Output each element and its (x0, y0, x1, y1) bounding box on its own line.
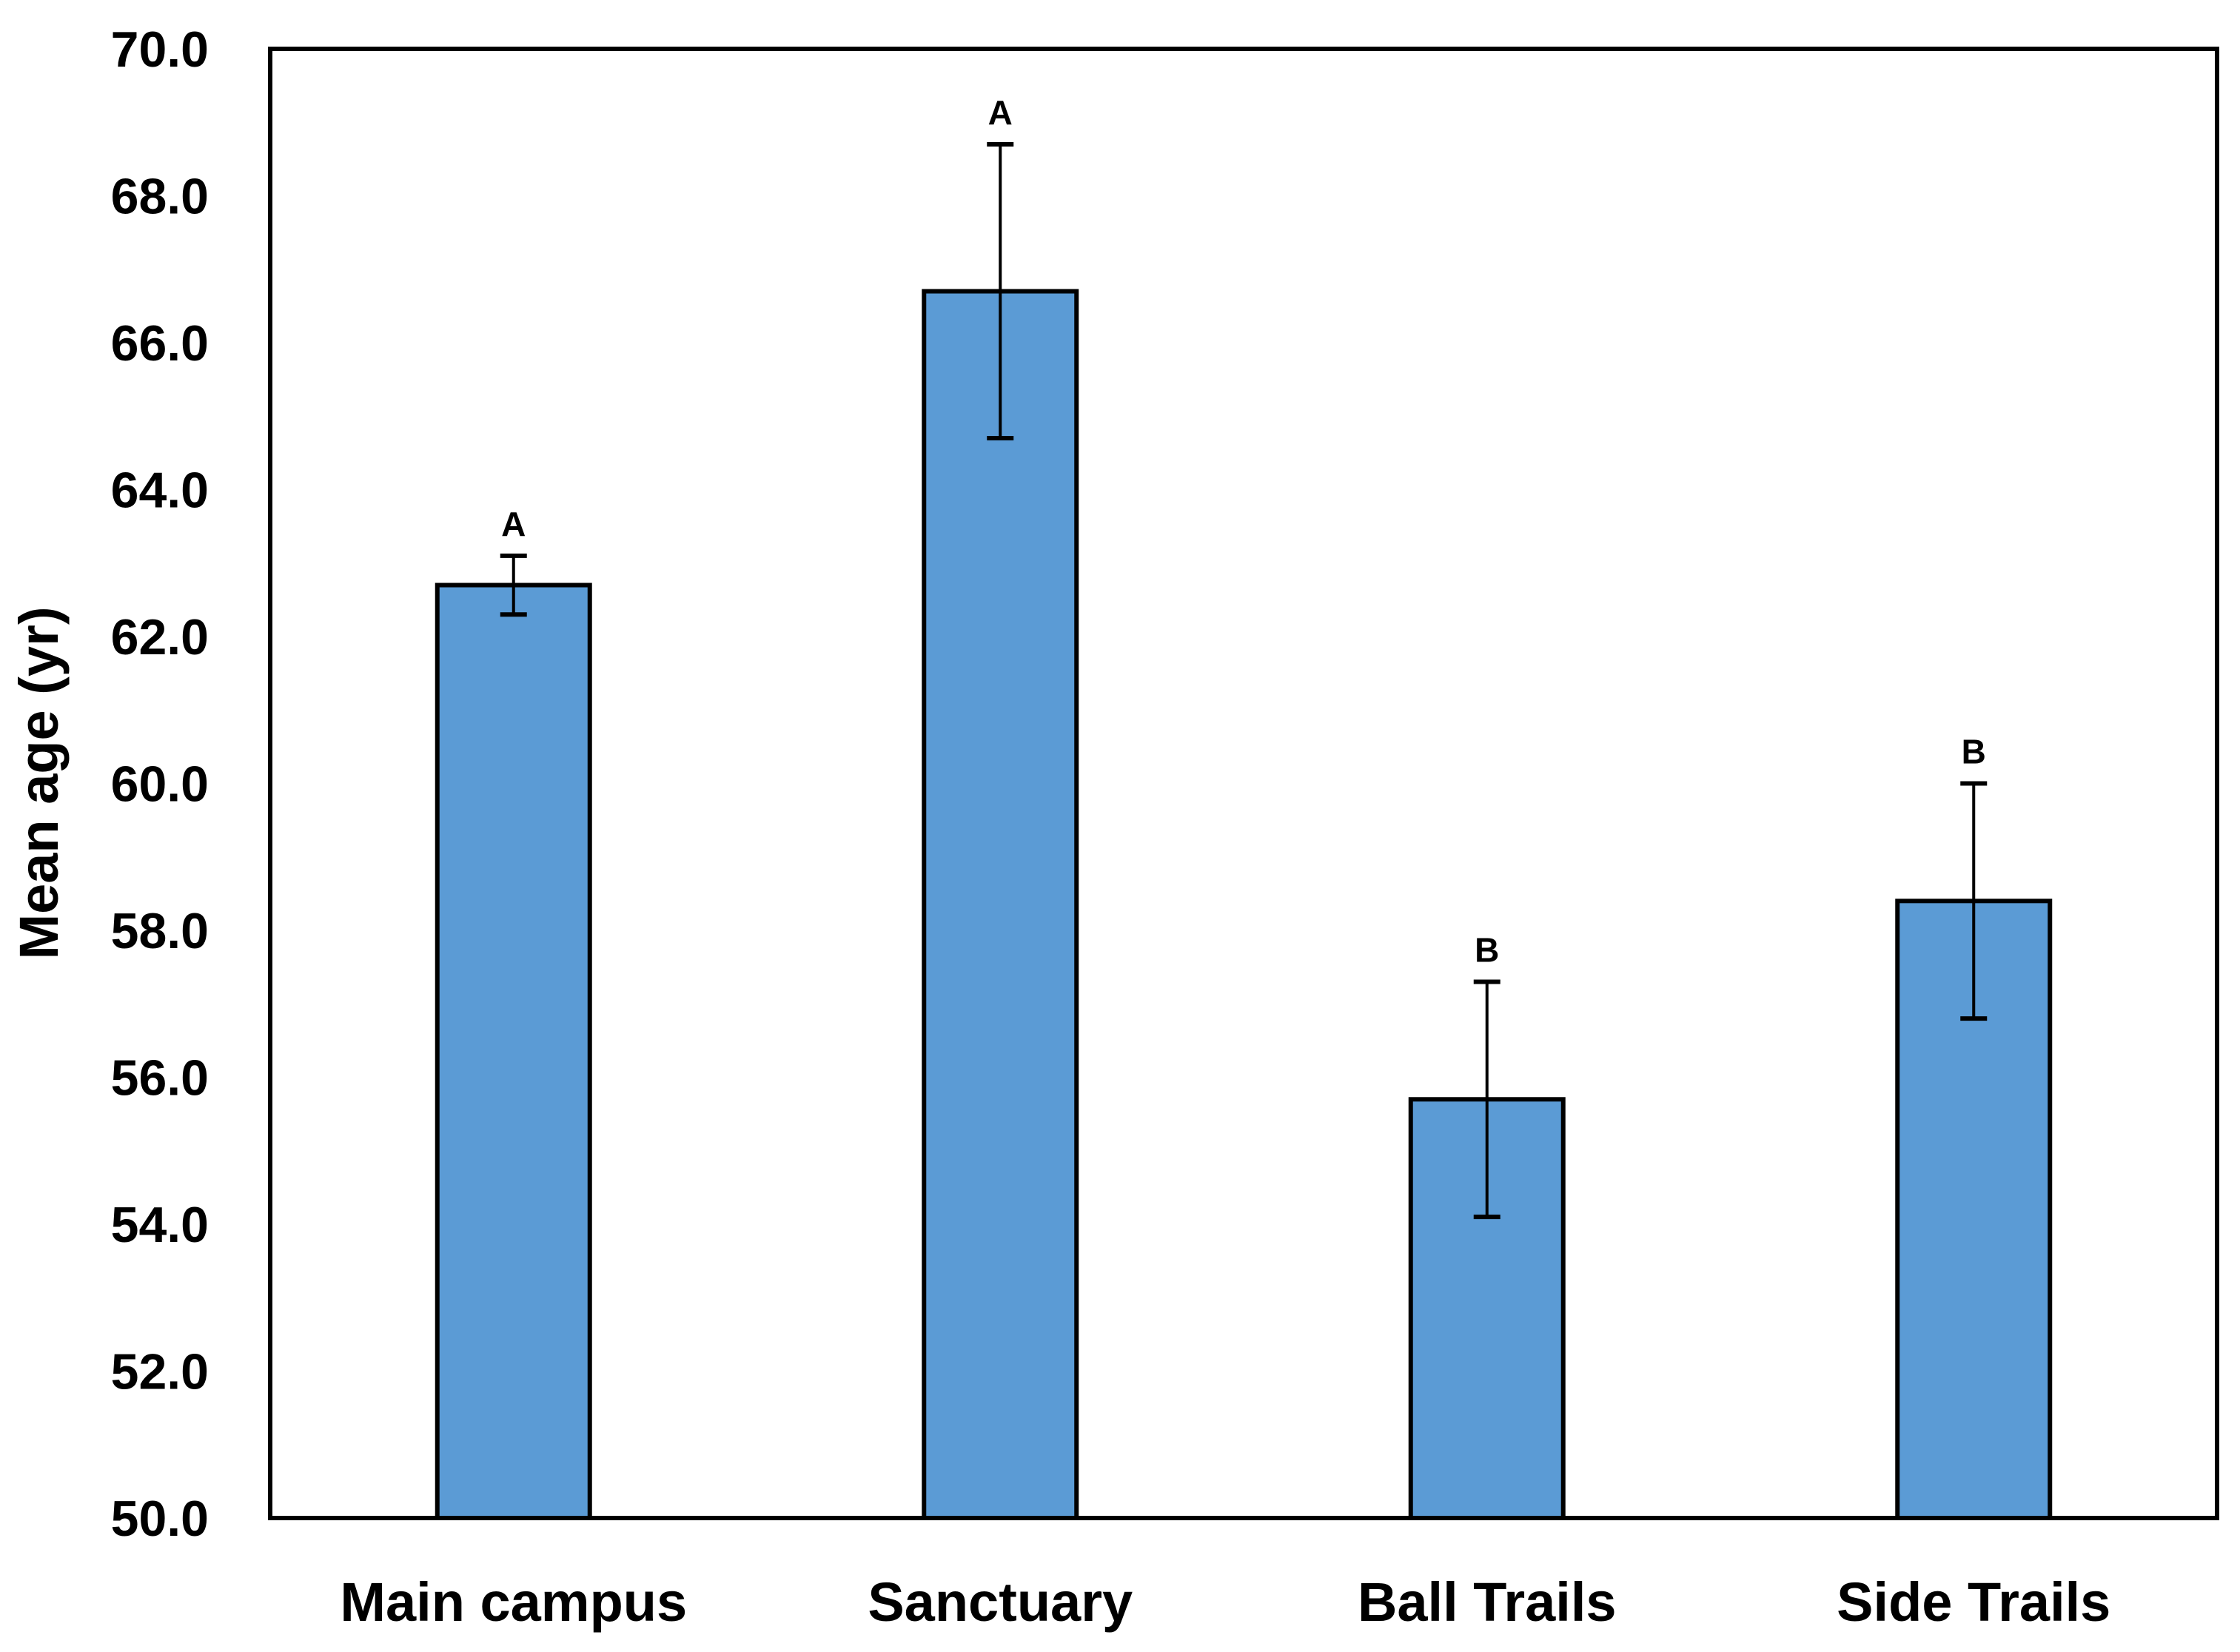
significance-letter: B (1962, 733, 1986, 771)
x-category-label: Main campus (340, 1571, 687, 1633)
significance-labels: A A B B (501, 93, 1986, 969)
y-tick-label: 66.0 (111, 315, 209, 372)
bar (922, 289, 1079, 1520)
y-tick-label: 68.0 (111, 169, 209, 225)
y-tick-label: 62.0 (111, 609, 209, 665)
x-category-label: Sanctuary (868, 1571, 1133, 1633)
x-category-label: Ball Trails (1358, 1571, 1617, 1633)
significance-letter: B (1475, 930, 1499, 969)
x-category-label: Side Trails (1837, 1571, 2110, 1633)
significance-letter: A (501, 505, 526, 543)
y-axis-title: Mean age (yr) (8, 606, 70, 959)
y-axis-ticks: 50.0 52.0 54.0 56.0 58.0 60.0 62.0 64.0 66.0 68.0… (111, 21, 209, 1547)
y-tick-label: 70.0 (111, 21, 209, 78)
plot-area-frame (268, 47, 2219, 1520)
y-tick-label: 64.0 (111, 463, 209, 519)
y-tick-label: 58.0 (111, 903, 209, 959)
x-axis-categories: Main campus Sanctuary Ball Trails Side Trai… (340, 1571, 2110, 1633)
error-bars (500, 142, 1988, 1220)
y-tick-label: 60.0 (111, 756, 209, 813)
bar (435, 582, 592, 1520)
bars (435, 289, 2053, 1521)
significance-letter: A (988, 93, 1013, 132)
y-tick-label: 52.0 (111, 1344, 209, 1400)
y-tick-label: 50.0 (111, 1491, 209, 1547)
y-tick-label: 54.0 (111, 1197, 209, 1253)
y-tick-label: 56.0 (111, 1050, 209, 1107)
